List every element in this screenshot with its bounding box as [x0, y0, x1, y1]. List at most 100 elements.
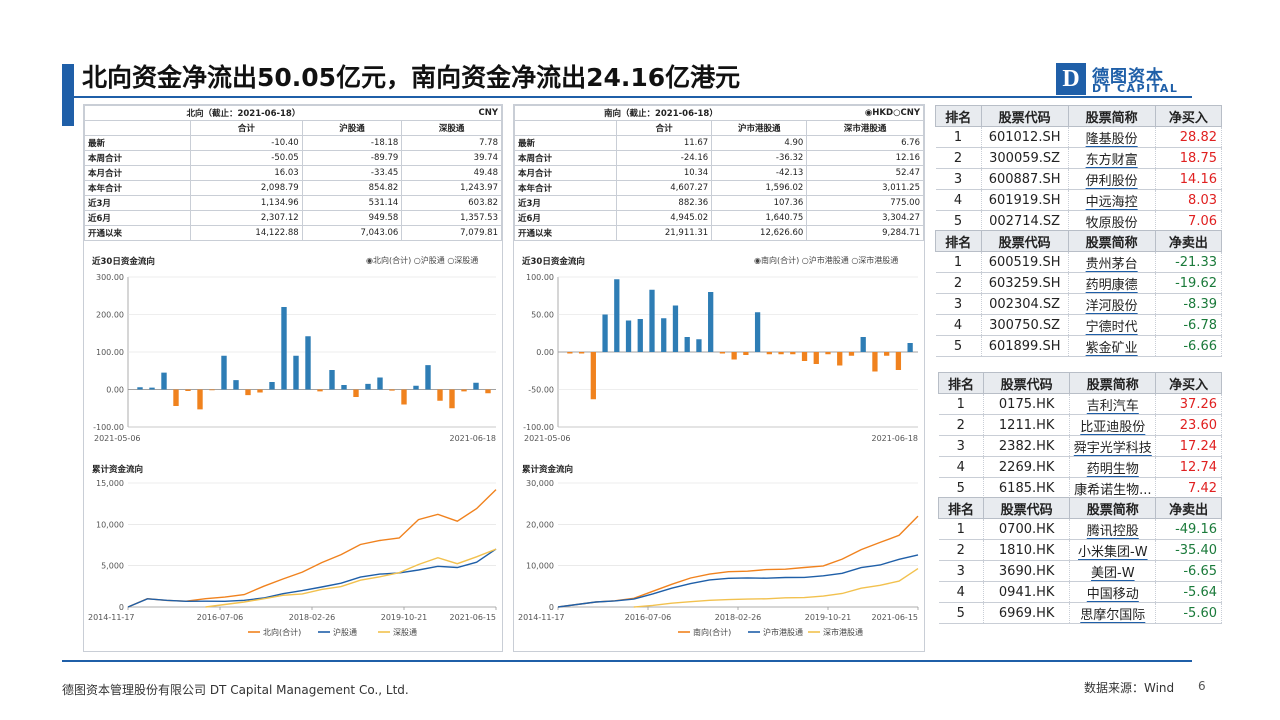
rank-number: 2 [938, 414, 985, 436]
bar [602, 314, 608, 352]
flow-value: 7,043.06 [301, 225, 403, 241]
stock-code: 600519.SH [981, 251, 1069, 273]
flow-value: 16.03 [190, 165, 303, 181]
stock-name[interactable]: 牧原股份 [1068, 210, 1156, 232]
rank-row[interactable]: 1 601012.SH 隆基股份 28.82 [935, 126, 1223, 148]
stock-name[interactable]: 小米集团-W [1069, 539, 1157, 561]
legend-label: 北向(合计) [263, 627, 301, 637]
x-tick-label: 2019-10-21 [381, 613, 428, 622]
net-flow-value: 14.16 [1155, 168, 1223, 190]
stock-name[interactable]: 伊利股份 [1068, 168, 1156, 190]
south-bar-option[interactable]: 深市港股通 [858, 256, 899, 265]
net-flow-value: 12.74 [1155, 456, 1222, 478]
stock-name[interactable]: 思摩尔国际 [1069, 602, 1157, 624]
rank-row[interactable]: 5 002714.SZ 牧原股份 7.06 [935, 210, 1223, 232]
y-tick-label: 50.00 [531, 311, 554, 320]
rank-header: 股票代码 [983, 372, 1071, 394]
stock-name[interactable]: 东方财富 [1068, 147, 1156, 169]
north-bar-options[interactable]: ◉北向(合计) ○沪股通 ○深股通 [366, 255, 478, 266]
rank-row[interactable]: 5 601899.SH 紫金矿业 -6.66 [935, 335, 1223, 357]
rank-row[interactable]: 2 300059.SZ 东方财富 18.75 [935, 147, 1223, 169]
logo-mark: D [1056, 63, 1086, 95]
south-bar-option[interactable]: 南向(合计) [760, 256, 800, 265]
stock-name[interactable]: 洋河股份 [1068, 293, 1156, 315]
stock-name[interactable]: 药明康德 [1068, 272, 1156, 294]
bar [353, 389, 359, 397]
north-bar-option[interactable]: 北向(合计) [372, 256, 412, 265]
stock-name[interactable]: 吉利汽车 [1069, 393, 1157, 415]
stock-name[interactable]: 中国移动 [1069, 581, 1157, 603]
stock-name[interactable]: 舜宇光学科技 [1069, 435, 1157, 457]
rank-row[interactable]: 4 300750.SZ 宁德时代 -6.78 [935, 314, 1223, 336]
stock-name[interactable]: 康希诺生物... [1069, 477, 1157, 499]
stock-code: 0175.HK [983, 393, 1071, 415]
stock-code: 603259.SH [981, 272, 1069, 294]
north-flow-table: 北向（截止：2021-06-18） CNY 合计 沪股通 深股通 最新 -10.4… [83, 105, 502, 241]
radio-selected-icon[interactable]: ◉ [754, 256, 761, 265]
stock-name[interactable]: 比亚迪股份 [1069, 414, 1157, 436]
bar [233, 380, 239, 390]
rank-table-0: 排名 股票代码 股票简称 净买入 1 601012.SH 隆基股份 28.82 2 300059.… [935, 105, 1223, 232]
stock-name[interactable]: 紫金矿业 [1068, 335, 1156, 357]
north-flow-row: 本年合计 2,098.79 854.82 1,243.97 [84, 180, 502, 196]
rank-row[interactable]: 5 6185.HK 康希诺生物... 7.42 [938, 477, 1222, 499]
radio-icon[interactable]: ○ [447, 256, 455, 265]
rank-row[interactable]: 3 3690.HK 美团-W -6.65 [938, 560, 1222, 582]
south-bar-options[interactable]: ◉南向(合计) ○沪市港股通 ○深市港股通 [754, 255, 898, 266]
bar [708, 292, 714, 352]
stock-name[interactable]: 宁德时代 [1068, 314, 1156, 336]
stock-name[interactable]: 药明生物 [1069, 456, 1157, 478]
south-bar-option[interactable]: 沪市港股通 [808, 256, 849, 265]
south-flow-row: 本周合计 -24.16 -36.32 12.16 [514, 150, 924, 166]
bar [790, 352, 796, 355]
legend-label: 沪股通 [333, 627, 357, 637]
rank-row[interactable]: 2 603259.SH 药明康德 -19.62 [935, 272, 1223, 294]
bar [161, 372, 167, 390]
stock-name[interactable]: 美团-W [1069, 560, 1157, 582]
bar [305, 336, 311, 390]
rank-row[interactable]: 4 601919.SH 中远海控 8.03 [935, 189, 1223, 211]
stock-code: 601899.SH [981, 335, 1069, 357]
stock-code: 6185.HK [983, 477, 1071, 499]
bar [649, 289, 655, 352]
currency-option-cny[interactable]: CNY [900, 108, 920, 118]
y-tick-label: 10,000 [526, 562, 554, 571]
north-col-header: 沪股通 [301, 120, 403, 136]
stock-code: 0941.HK [983, 581, 1071, 603]
flow-value: 49.48 [401, 165, 502, 181]
rank-row[interactable]: 1 0700.HK 腾讯控股 -49.16 [938, 518, 1222, 540]
south-currency-toggle[interactable]: ◉HKD○CNY [806, 105, 924, 121]
rank-row[interactable]: 3 002304.SZ 洋河股份 -8.39 [935, 293, 1223, 315]
south-flow-row: 开通以来 21,911.31 12,626.60 9,284.71 [514, 225, 924, 241]
rank-row[interactable]: 3 600887.SH 伊利股份 14.16 [935, 168, 1223, 190]
currency-option-hkd[interactable]: HKD [872, 108, 894, 118]
stock-name[interactable]: 中远海控 [1068, 189, 1156, 211]
stock-code: 002714.SZ [981, 210, 1069, 232]
rank-table-3: 排名 股票代码 股票简称 净卖出 1 0700.HK 腾讯控股 -49.16 2 1810.HK 小… [937, 497, 1222, 624]
radio-icon[interactable]: ○ [893, 108, 901, 118]
radio-selected-icon[interactable]: ◉ [864, 108, 873, 118]
stock-name[interactable]: 隆基股份 [1068, 126, 1156, 148]
rank-row[interactable]: 1 0175.HK 吉利汽车 37.26 [938, 393, 1222, 415]
north-bar-option[interactable]: 沪股通 [420, 256, 445, 265]
rank-row[interactable]: 4 0941.HK 中国移动 -5.64 [938, 581, 1222, 603]
radio-icon[interactable]: ○ [413, 256, 421, 265]
rank-row[interactable]: 2 1211.HK 比亚迪股份 23.60 [938, 414, 1222, 436]
north-bar-option[interactable]: 深股通 [454, 256, 479, 265]
rank-row[interactable]: 2 1810.HK 小米集团-W -35.40 [938, 539, 1222, 561]
rank-number: 2 [935, 272, 982, 294]
radio-icon[interactable]: ○ [851, 256, 859, 265]
radio-icon[interactable]: ○ [801, 256, 809, 265]
rank-number: 5 [935, 210, 982, 232]
rank-row[interactable]: 5 6969.HK 思摩尔国际 -5.60 [938, 602, 1222, 624]
rank-row[interactable]: 1 600519.SH 贵州茅台 -21.33 [935, 251, 1223, 273]
radio-selected-icon[interactable]: ◉ [366, 256, 373, 265]
x-tick-label: 2021-06-15 [450, 613, 497, 622]
stock-name[interactable]: 贵州茅台 [1068, 251, 1156, 273]
stock-name[interactable]: 腾讯控股 [1069, 518, 1157, 540]
net-flow-value: 37.26 [1155, 393, 1222, 415]
rank-row[interactable]: 4 2269.HK 药明生物 12.74 [938, 456, 1222, 478]
rank-row[interactable]: 3 2382.HK 舜宇光学科技 17.24 [938, 435, 1222, 457]
flow-value: 1,357.53 [401, 210, 502, 226]
rank-header: 净买入 [1154, 105, 1223, 127]
